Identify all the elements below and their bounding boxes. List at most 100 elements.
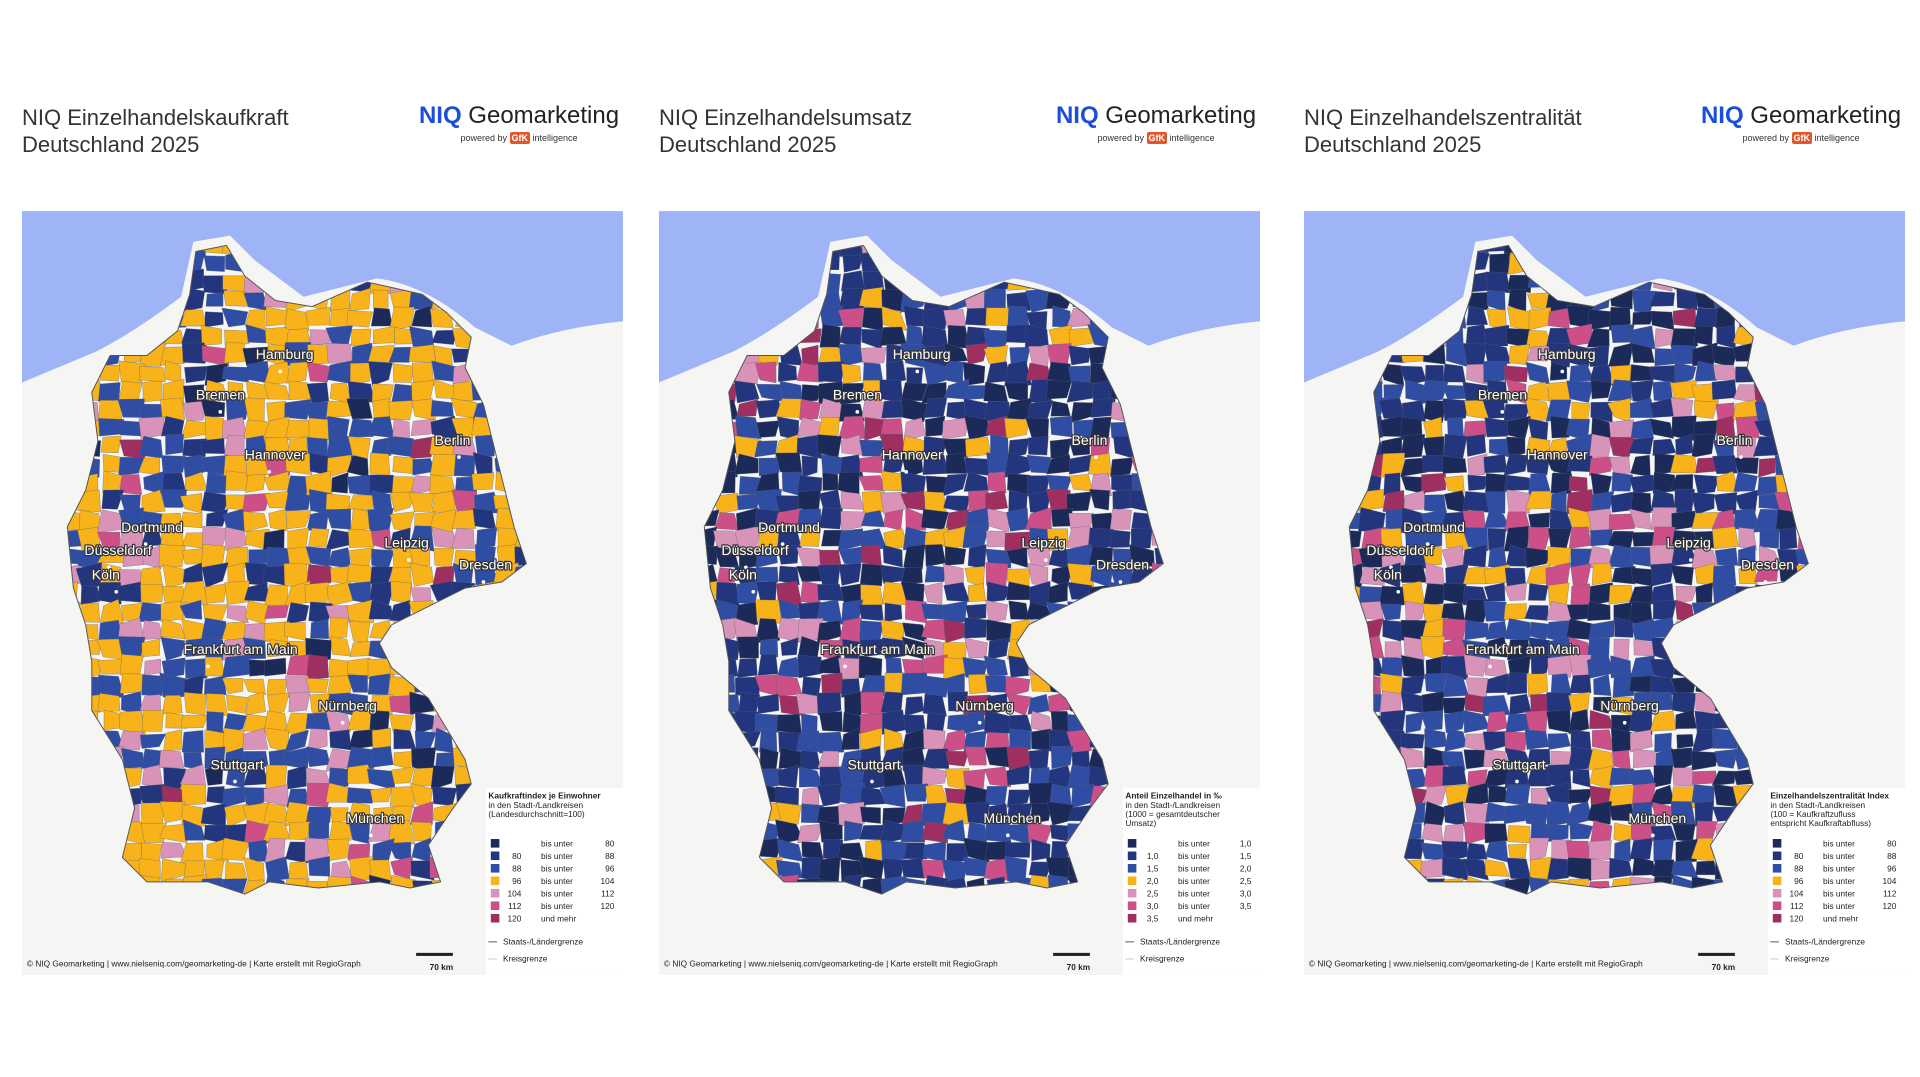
- district: [925, 415, 946, 437]
- district: [1652, 438, 1677, 456]
- sea: [22, 211, 623, 383]
- district: [346, 787, 375, 804]
- district: [1507, 844, 1527, 859]
- district: [1711, 770, 1735, 786]
- district: [755, 618, 781, 644]
- district: [943, 309, 967, 328]
- district: [1400, 564, 1427, 583]
- district: [159, 672, 188, 698]
- district: [141, 764, 164, 789]
- legend-relation: bis unter: [541, 863, 573, 873]
- district: [327, 692, 352, 716]
- district: [409, 326, 434, 347]
- district: [1464, 599, 1491, 623]
- city-dot: [977, 720, 982, 725]
- district: [941, 438, 970, 458]
- district: [102, 454, 122, 473]
- district: [100, 435, 122, 454]
- district: [1507, 672, 1528, 695]
- district: [1691, 512, 1719, 529]
- legend-swatch: [490, 888, 500, 898]
- city-label: Berlin: [1716, 432, 1752, 448]
- district: [205, 509, 229, 527]
- district: [347, 674, 368, 693]
- legend-from: 80: [1794, 851, 1804, 861]
- district: [346, 398, 373, 420]
- district: [1400, 457, 1428, 477]
- district: [1484, 582, 1506, 602]
- logo-line: NIQ Geomarketing: [414, 102, 624, 130]
- district: [408, 492, 435, 512]
- district: [141, 489, 166, 514]
- district: [1632, 310, 1656, 325]
- city-label: Stuttgart: [848, 756, 901, 772]
- district: [1608, 436, 1635, 458]
- district: [330, 566, 350, 585]
- district: [1612, 672, 1635, 698]
- district: [1545, 782, 1572, 805]
- district: [1588, 839, 1612, 861]
- district: [924, 544, 946, 567]
- district: [1051, 508, 1074, 527]
- district: [1420, 379, 1449, 405]
- district: [370, 307, 393, 327]
- district: [410, 418, 435, 437]
- district: [816, 692, 842, 716]
- district: [945, 360, 964, 384]
- city-label: Nürnberg: [955, 698, 1014, 714]
- legend-relation: bis unter: [541, 901, 573, 911]
- district: [369, 452, 391, 477]
- city-dot: [267, 469, 272, 474]
- legend-relation: bis unter: [1178, 888, 1210, 898]
- district: [243, 511, 269, 533]
- district: [410, 436, 436, 459]
- city-dot: [780, 542, 785, 546]
- district: [1672, 307, 1697, 328]
- legend-from: 96: [512, 876, 522, 886]
- district: [819, 323, 841, 349]
- district: [1484, 859, 1511, 877]
- district: [1382, 619, 1407, 642]
- district: [985, 599, 1008, 623]
- district: [1569, 821, 1594, 840]
- district: [304, 582, 329, 603]
- city-dot: [278, 369, 283, 374]
- district: [841, 363, 862, 385]
- district: [1608, 784, 1635, 807]
- district: [451, 527, 475, 549]
- district: [734, 380, 760, 404]
- map-title: NIQ Einzelhandelskaufkraft Deutschland 20…: [22, 104, 289, 158]
- district: [1530, 655, 1551, 678]
- district: [141, 638, 161, 657]
- district: [1027, 436, 1049, 456]
- district: [141, 674, 163, 696]
- district: [837, 801, 865, 827]
- district: [308, 820, 330, 841]
- district: [796, 362, 824, 383]
- district: [839, 782, 866, 807]
- district: [263, 803, 289, 826]
- district: [1110, 457, 1134, 478]
- district: [1738, 527, 1757, 551]
- city-dot: [406, 558, 411, 562]
- city-label: München: [346, 810, 404, 826]
- district: [1526, 765, 1553, 787]
- district: [98, 382, 121, 402]
- district: [1463, 654, 1490, 677]
- district: [1588, 620, 1615, 641]
- district: [1550, 472, 1572, 494]
- district: [900, 857, 926, 879]
- district: [1693, 325, 1713, 346]
- district: [842, 254, 864, 273]
- district: [1420, 857, 1447, 879]
- city-label: Berlin: [434, 432, 470, 448]
- legend-relation: bis unter: [1178, 851, 1210, 861]
- district: [225, 694, 248, 714]
- district: [162, 564, 185, 588]
- city-dot: [340, 720, 345, 725]
- district: [1547, 858, 1569, 881]
- district: [1112, 489, 1133, 511]
- district: [1403, 636, 1425, 661]
- city-dot: [143, 542, 148, 546]
- district: [227, 381, 244, 404]
